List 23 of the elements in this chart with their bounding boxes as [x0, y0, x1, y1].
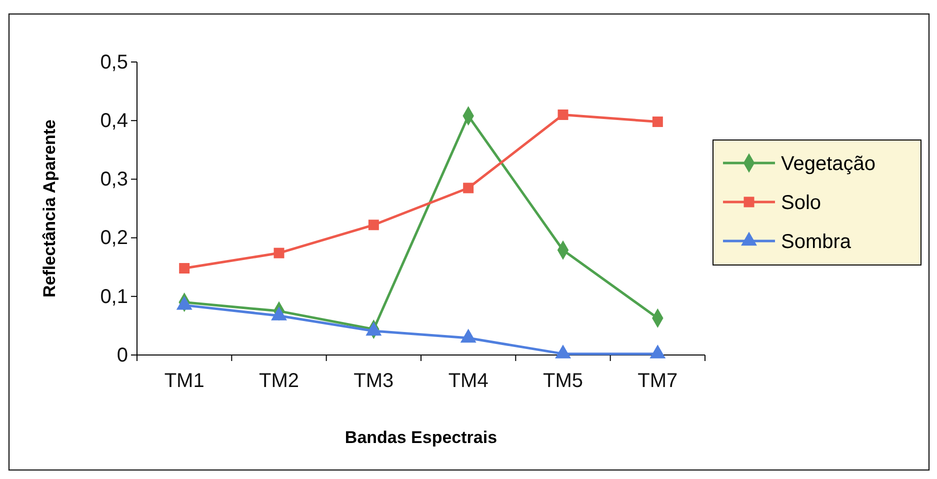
x-tick-label: TM1 [164, 370, 204, 392]
y-tick-label: 0,3 [100, 168, 128, 191]
x-axis-title: Bandas Espectrais [344, 428, 498, 447]
x-tick-label: TM2 [259, 370, 299, 392]
legend-label: Solo [781, 192, 822, 214]
y-tick-label: 0,2 [100, 227, 128, 250]
point [558, 109, 568, 120]
y-tick-label: 0,4 [100, 110, 128, 132]
y-tick-label: 0,1 [100, 286, 128, 308]
y-axis-title: Reflectância Aparente [40, 120, 59, 298]
point [652, 116, 663, 128]
x-tick-label: TM7 [638, 370, 678, 392]
legend-label: Sombra [781, 231, 852, 253]
y-tick-label: 0,5 [100, 51, 128, 74]
y-tick-label: 0 [116, 344, 128, 366]
legend-label: Vegetação [781, 153, 876, 175]
point [274, 248, 284, 258]
x-tick-label: TM3 [354, 370, 394, 392]
x-tick-label: TM5 [543, 370, 583, 392]
point [463, 182, 474, 194]
point [179, 263, 190, 274]
x-tick-label: TM4 [448, 370, 488, 392]
point [368, 220, 379, 230]
